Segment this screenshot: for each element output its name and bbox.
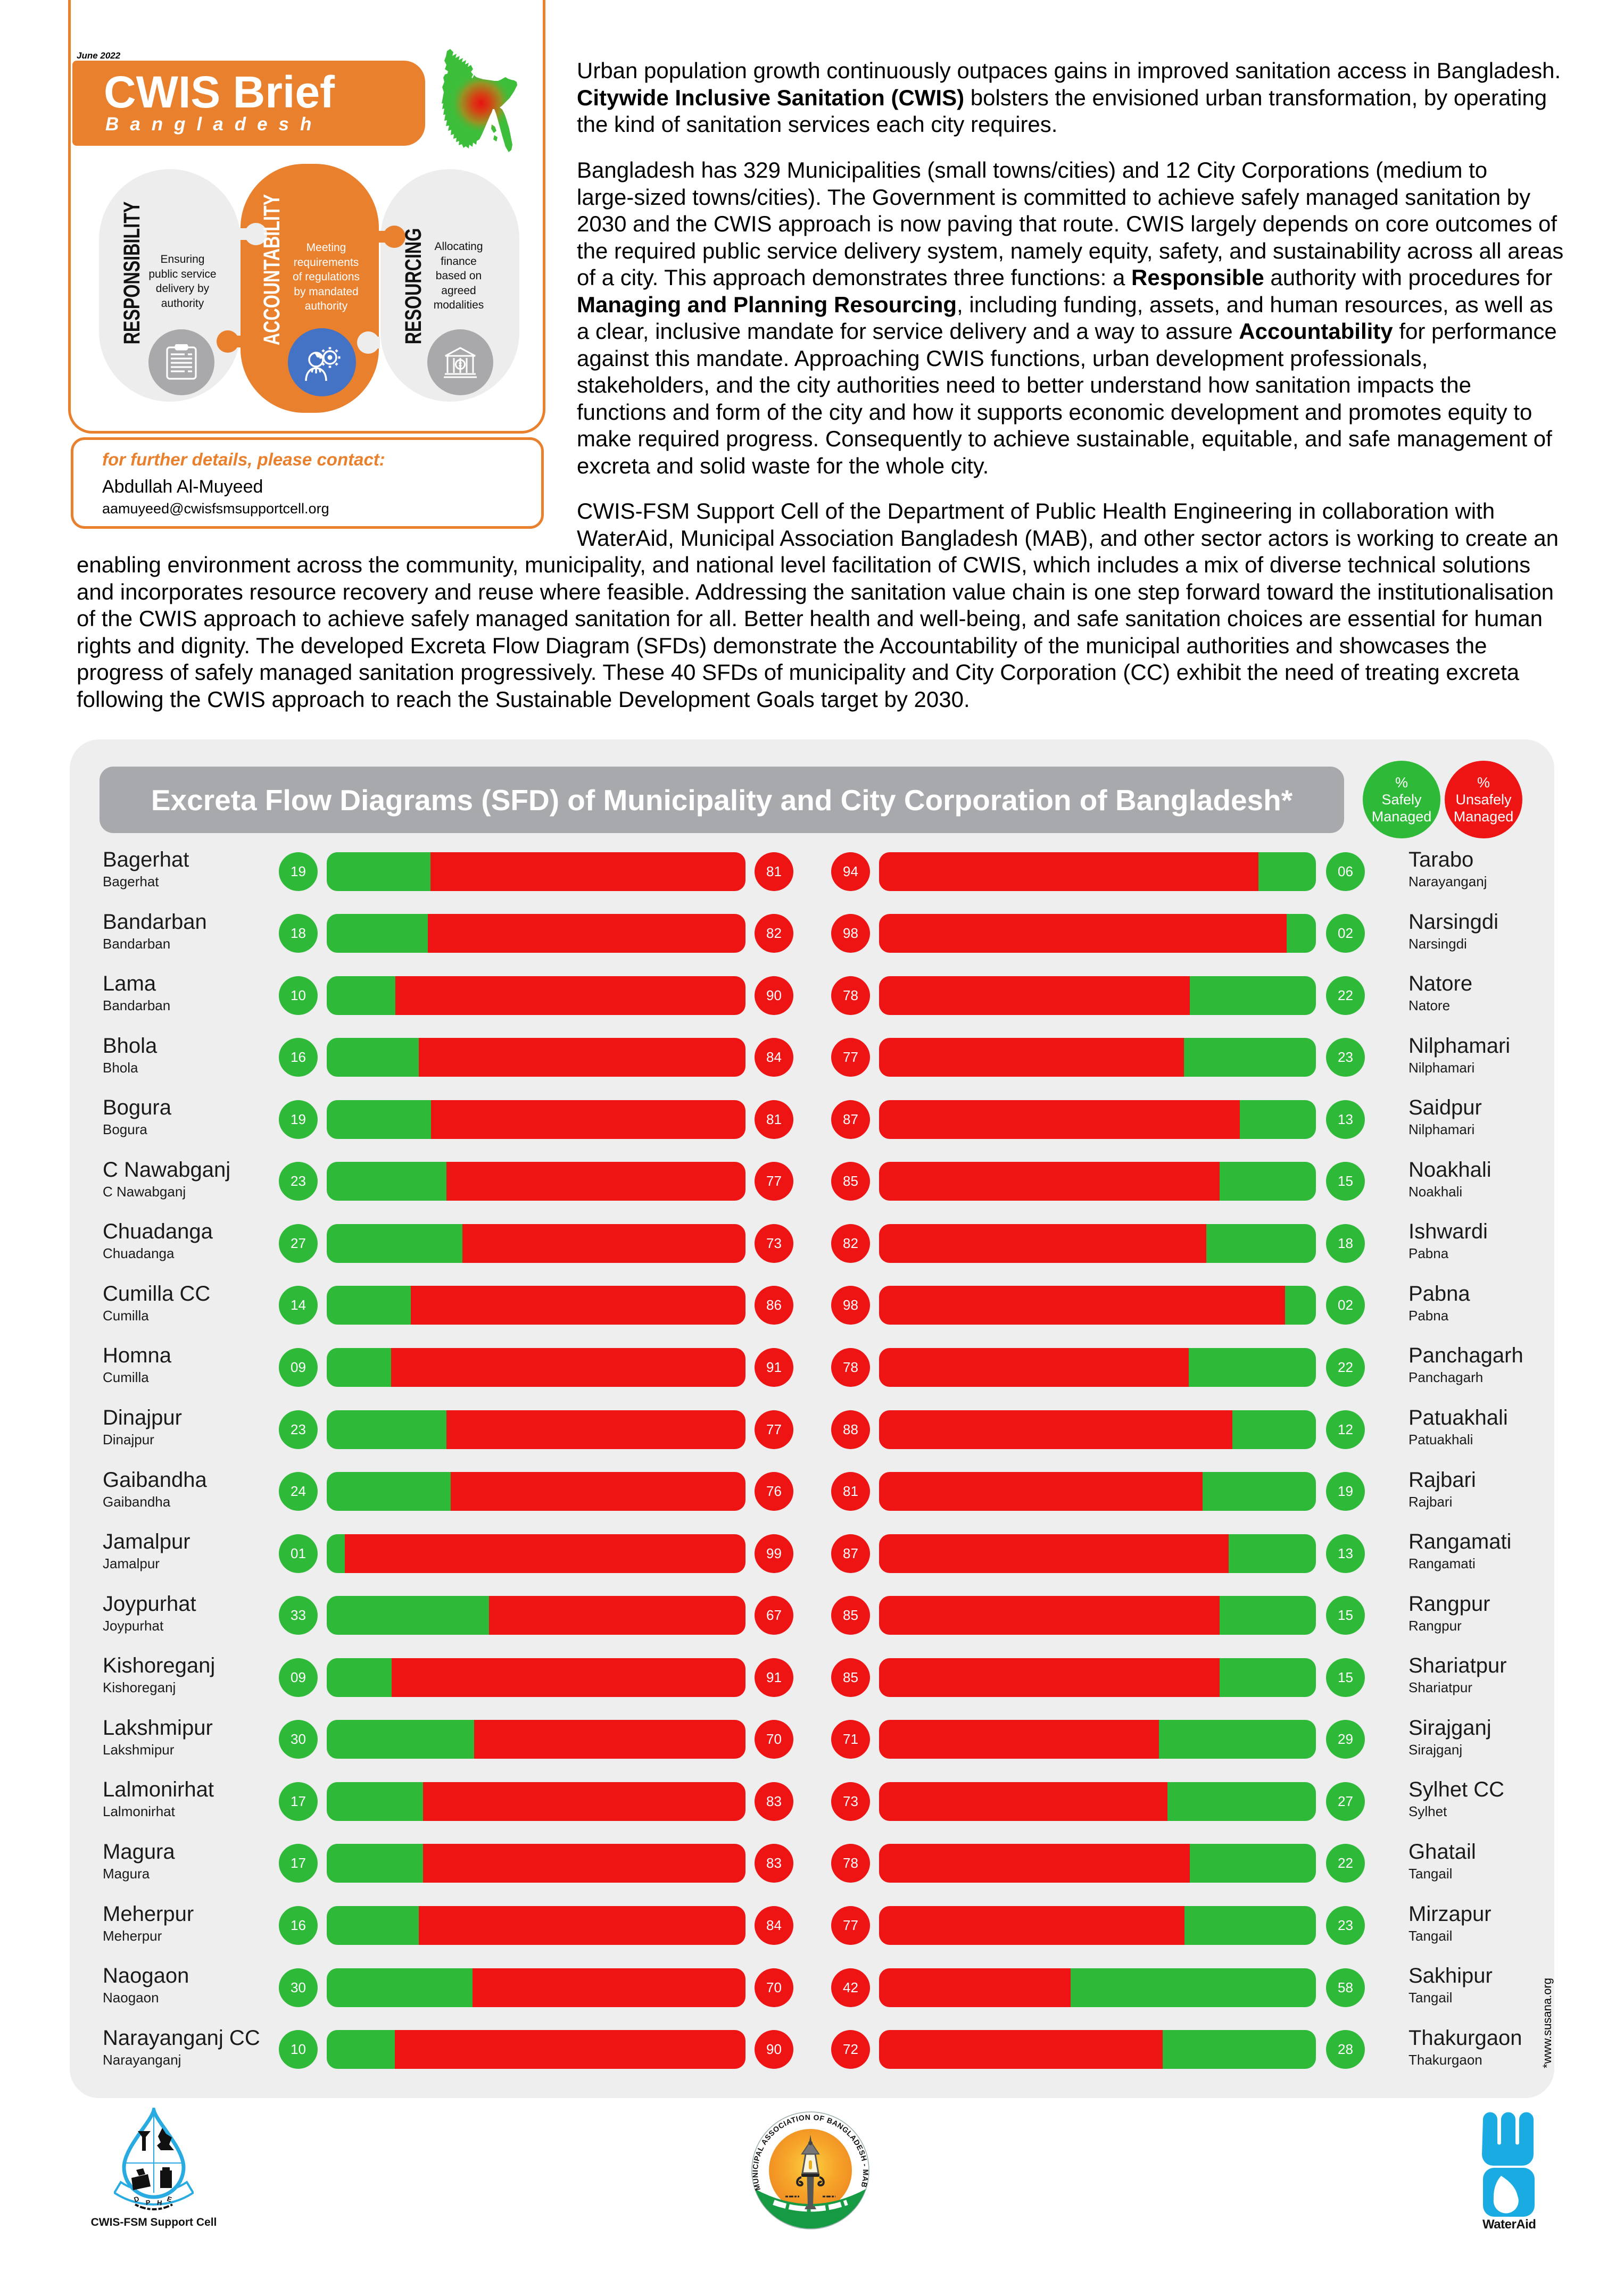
svg-text:D: D bbox=[133, 2194, 140, 2203]
svg-text:H: H bbox=[156, 2199, 162, 2207]
svg-text:P: P bbox=[145, 2198, 151, 2207]
